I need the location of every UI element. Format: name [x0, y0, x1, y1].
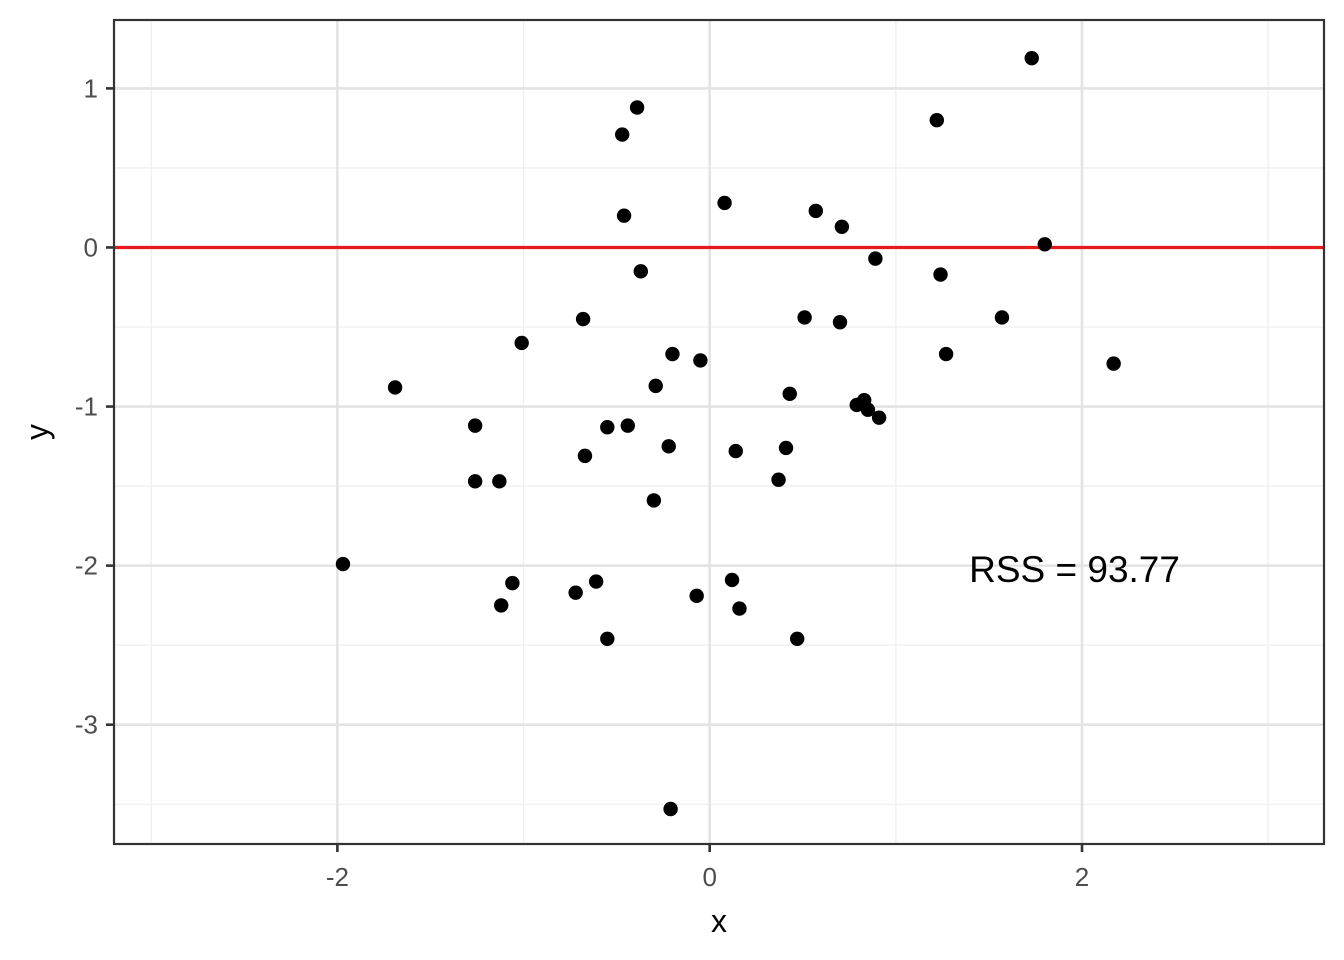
data-point	[771, 472, 786, 487]
data-point	[492, 474, 507, 489]
data-point	[832, 315, 848, 330]
data-point	[633, 264, 649, 279]
data-point	[1037, 237, 1052, 252]
data-point	[629, 100, 645, 115]
x-axis-title: x	[711, 903, 727, 939]
data-point	[620, 418, 635, 433]
data-point	[588, 574, 604, 589]
data-point	[693, 353, 708, 368]
data-point	[797, 310, 812, 325]
y-tick-label: -2	[75, 551, 98, 581]
x-tick-label: 2	[1075, 862, 1089, 892]
axis-ticks: -2 0 2 1 0 -1 -2 -3	[75, 73, 1089, 892]
data-point	[600, 631, 615, 646]
data-point	[1024, 50, 1039, 66]
x-tick-label: 0	[702, 862, 716, 892]
x-tick-label: -2	[326, 862, 349, 892]
data-point	[728, 443, 743, 459]
data-point	[834, 219, 850, 234]
data-point	[938, 346, 954, 362]
data-point	[689, 588, 704, 604]
data-point	[467, 418, 483, 433]
data-point	[646, 493, 662, 508]
y-tick-label: 1	[84, 73, 98, 103]
y-tick-label: -1	[75, 392, 98, 422]
data-point	[387, 380, 403, 395]
data-point	[778, 440, 794, 456]
data-point	[467, 474, 483, 489]
data-point	[665, 346, 680, 362]
rss-annotation: RSS = 93.77	[969, 549, 1180, 590]
data-point	[724, 572, 740, 588]
data-point	[615, 127, 630, 142]
data-point	[994, 310, 1010, 325]
data-point	[868, 251, 883, 266]
data-point	[808, 203, 823, 219]
data-point	[860, 402, 876, 417]
data-point	[929, 113, 944, 128]
data-point	[577, 448, 593, 464]
y-tick-label: -3	[75, 710, 98, 740]
data-point	[871, 410, 887, 425]
data-point	[1106, 356, 1121, 371]
data-point	[717, 195, 732, 211]
data-point	[663, 801, 678, 817]
y-tick-label: 0	[84, 232, 98, 262]
data-point	[568, 585, 583, 600]
data-point	[575, 311, 591, 327]
panel-border	[112, 18, 1326, 846]
data-point	[494, 598, 509, 613]
data-point	[782, 386, 797, 402]
data-point	[600, 420, 615, 435]
y-axis-title: y	[19, 424, 55, 440]
data-point	[616, 208, 632, 223]
data-point	[732, 601, 747, 616]
data-point	[789, 631, 805, 646]
data-point	[933, 267, 948, 282]
data-point	[661, 439, 676, 454]
data-point	[505, 575, 520, 591]
data-point	[514, 335, 529, 351]
data-point	[335, 556, 351, 572]
data-point	[648, 378, 663, 394]
data-points	[335, 50, 1121, 817]
